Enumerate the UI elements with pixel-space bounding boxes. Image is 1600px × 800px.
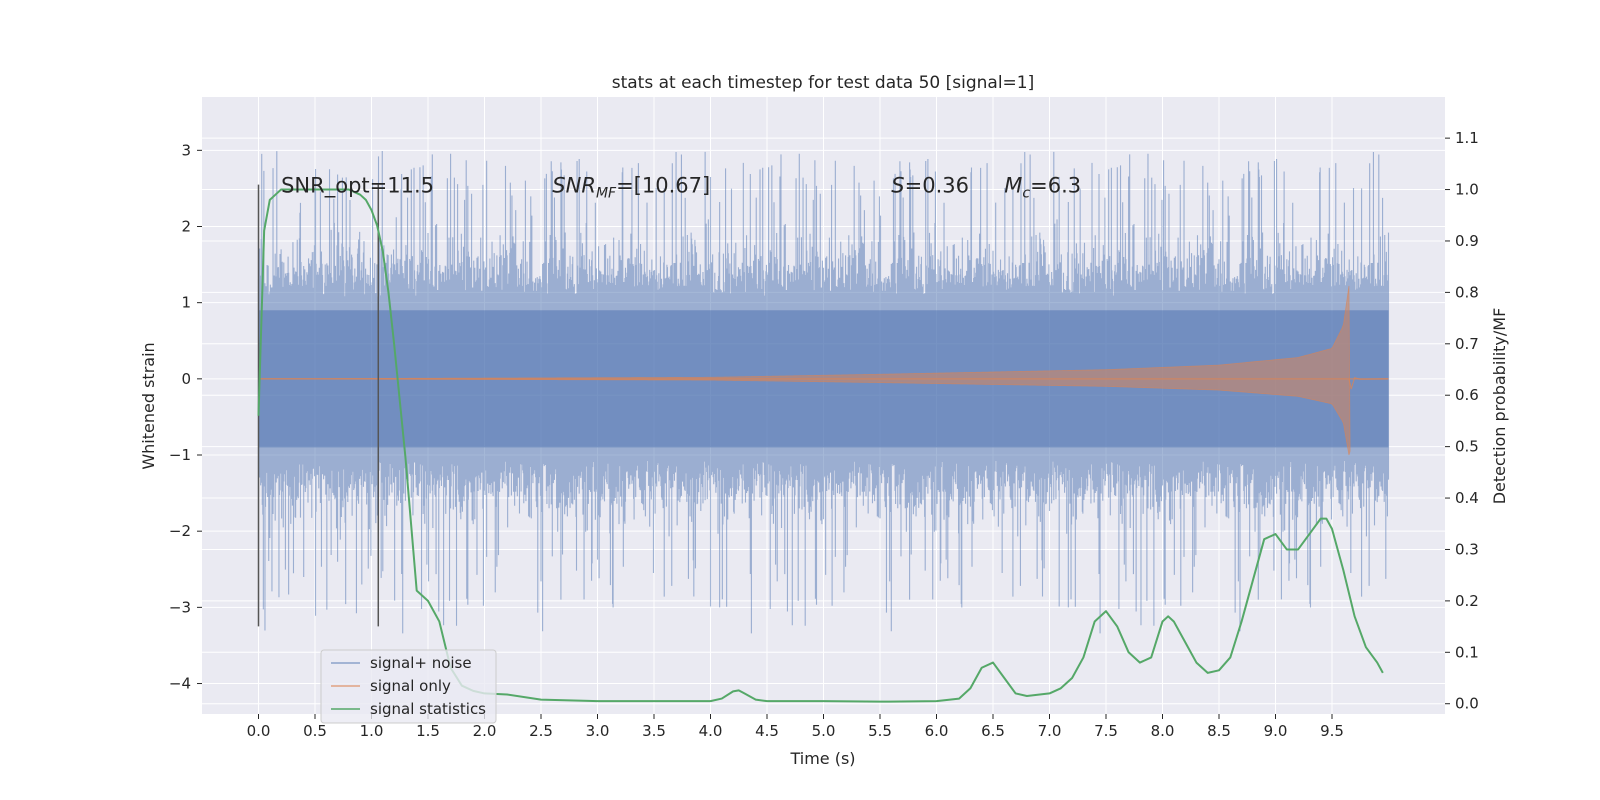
x-tick-label: 6.5 [981, 722, 1005, 740]
series-signal-statistics [257, 188, 1384, 703]
y2-tick-label: 1.1 [1455, 129, 1479, 147]
x-tick-label: 5.5 [868, 722, 892, 740]
x-tick-label: 1.0 [360, 722, 384, 740]
x-axis-label: Time (s) [789, 749, 855, 768]
annotations: SNR_opt=11.5 SNRMF=[10.67] S=0.36 Mc=6.3 [281, 174, 1081, 202]
x-tick-label: 7.5 [1094, 722, 1118, 740]
y2-tick-label: 0.1 [1455, 643, 1479, 661]
y-tick-label: −4 [169, 675, 191, 693]
y2-tick-label: 0.0 [1455, 695, 1479, 713]
y2-tick-label: 0.9 [1455, 232, 1479, 250]
stats-line [257, 188, 1384, 703]
y2-tick-label: 0.3 [1455, 540, 1479, 558]
x-tick-label: 9.0 [1264, 722, 1288, 740]
y-tick-label: −3 [169, 598, 191, 616]
annotation-3: Mc=6.3 [1004, 174, 1081, 202]
series-signal-only [258, 285, 1389, 456]
annotation-0: SNR_opt=11.5 [281, 174, 434, 199]
x-tick-label: 7.0 [1038, 722, 1062, 740]
y-tick-label: 1 [181, 294, 191, 312]
x-tick-label: 5.0 [812, 722, 836, 740]
y-tick-label: 2 [181, 217, 191, 235]
y2-tick-label: 0.6 [1455, 386, 1479, 404]
x-axis-ticks: 0.0 0.5 1.0 1.5 2.0 2.5 3.0 3.5 4.0 4.5 5.0 5.5 6.0 6… [247, 714, 1344, 740]
x-tick-label: 9.5 [1320, 722, 1344, 740]
y2-axis-ticks: 1.1 1.0 0.9 0.8 0.7 0.6 0.5 0.4 0.3 0.2 0.1 0.0 [1445, 129, 1479, 713]
y-tick-label: −2 [169, 522, 191, 540]
y2-tick-label: 0.8 [1455, 283, 1479, 301]
y2-tick-label: 0.4 [1455, 489, 1479, 507]
x-tick-label: 0.0 [247, 722, 271, 740]
legend-box [320, 649, 497, 724]
x-tick-label: 6.0 [925, 722, 949, 740]
y2-tick-label: 1.0 [1455, 181, 1479, 199]
signal-chirp-fill [258, 285, 1351, 456]
annotation-1: SNRMF=[10.67] [552, 174, 710, 202]
x-tick-label: 8.5 [1207, 722, 1231, 740]
x-tick-label: 0.5 [303, 722, 327, 740]
y2-tick-label: 0.5 [1455, 438, 1479, 456]
legend-label-signal: signal only [370, 677, 451, 695]
y-axis-label: Whitened strain [139, 342, 158, 469]
y2-tick-label: 0.2 [1455, 592, 1479, 610]
y2-tick-label: 0.7 [1455, 335, 1479, 353]
chart-title: stats at each timestep for test data 50 … [612, 73, 1035, 93]
y-tick-label: 0 [181, 370, 191, 388]
legend-label-stats: signal statistics [370, 700, 486, 718]
y-tick-label: 3 [181, 141, 191, 159]
annotation-2: S=0.36 [891, 174, 969, 198]
legend-label-noise: signal+ noise [370, 654, 472, 672]
x-tick-label: 8.0 [1151, 722, 1175, 740]
x-tick-label: 3.0 [586, 722, 610, 740]
x-tick-label: 2.0 [473, 722, 497, 740]
legend: signal+ noise signal only signal statist… [320, 649, 497, 724]
x-tick-label: 4.0 [699, 722, 723, 740]
x-tick-label: 3.5 [642, 722, 666, 740]
x-tick-label: 2.5 [529, 722, 553, 740]
y-tick-label: −1 [169, 446, 191, 464]
y2-axis-label: Detection probability/MF [1490, 308, 1509, 505]
x-tick-label: 4.5 [755, 722, 779, 740]
x-tick-label: 1.5 [416, 722, 440, 740]
y-axis-ticks: 3 2 1 0 −1 −2 −3 −4 [169, 141, 202, 693]
